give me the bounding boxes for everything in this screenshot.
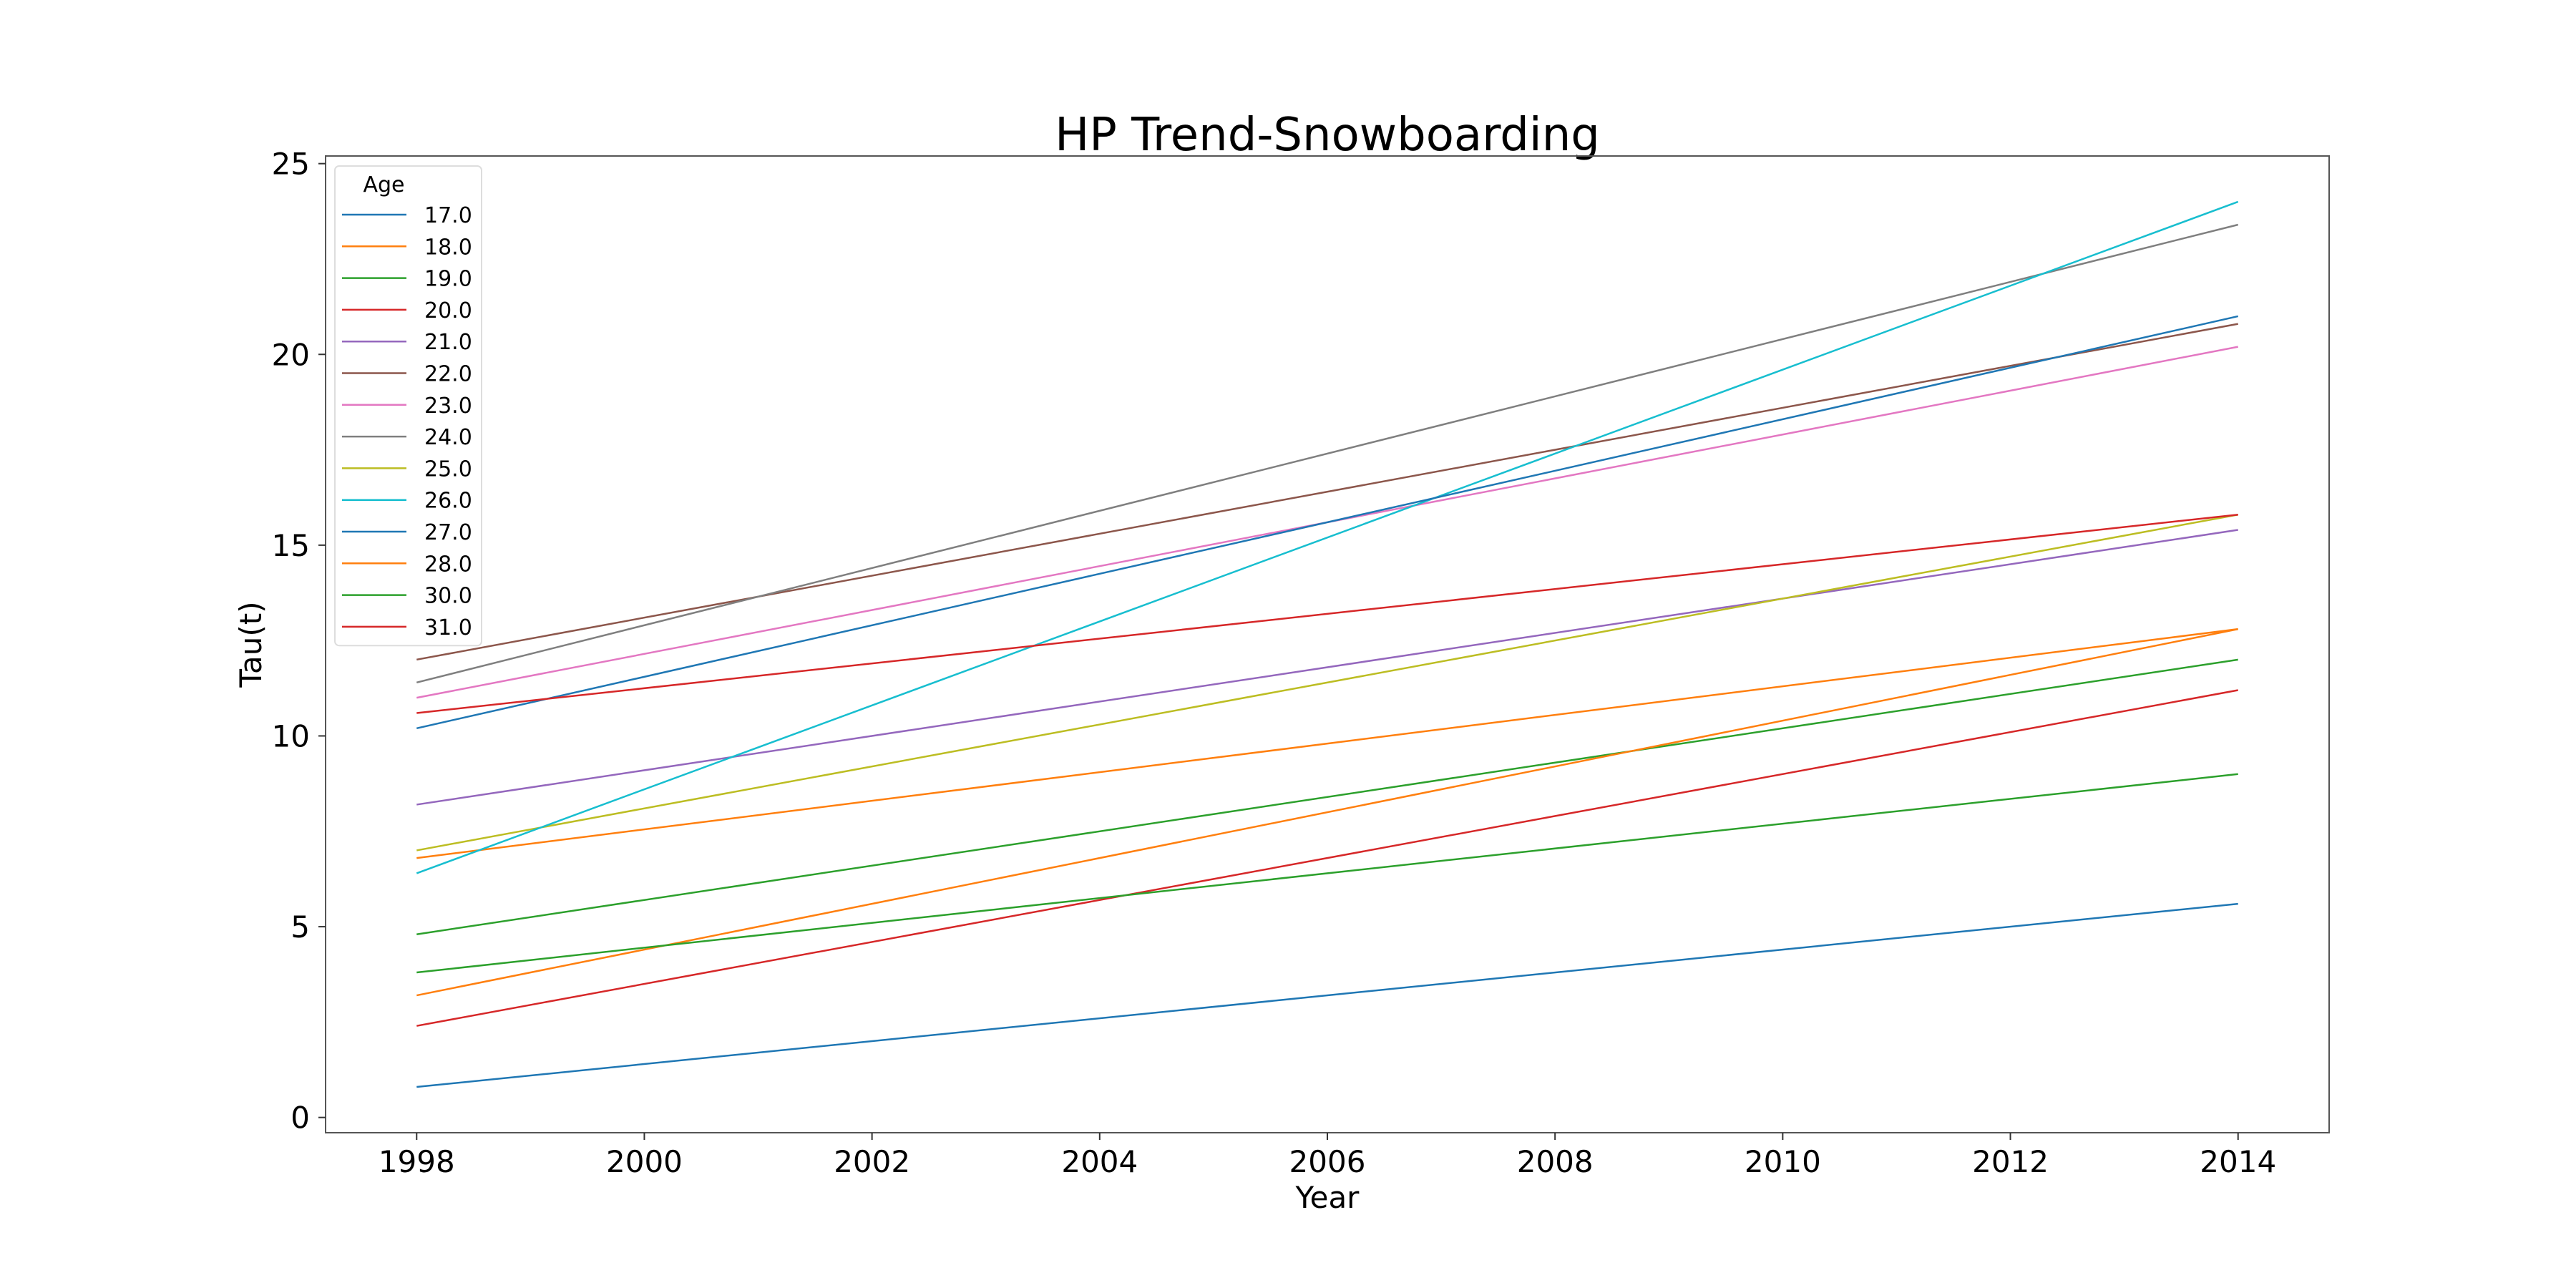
x-axis: 1998 2000 2002 2004 2006 2008 2010 2012 2014 — [379, 1133, 2276, 1179]
y-axis: 0 5 10 15 20 25 — [272, 147, 326, 1136]
y-tick-label: 15 — [272, 528, 310, 563]
series-line-19.0 — [416, 658, 2238, 935]
legend: Age 17.0 18.0 19.0 20.0 21.0 22.0 23.0 24.0 25.0 2… — [334, 165, 482, 647]
y-tick-label: 0 — [291, 1101, 310, 1136]
legend-label: 25.0 — [424, 457, 472, 482]
series-line-26.0 — [416, 200, 2239, 874]
legend-title: Age — [363, 172, 404, 197]
legend-label: 21.0 — [424, 330, 472, 355]
legend-label: 20.0 — [424, 298, 472, 323]
plot-frame — [325, 155, 2330, 1133]
legend-label: 23.0 — [424, 394, 472, 419]
legend-label: 18.0 — [424, 235, 472, 260]
x-tick-label: 2004 — [1061, 1144, 1138, 1179]
y-tick-label: 10 — [272, 718, 310, 753]
legend-label: 30.0 — [424, 584, 472, 609]
legend-label: 26.0 — [424, 489, 472, 514]
x-tick-label: 2008 — [1517, 1144, 1594, 1179]
series-line-31.0 — [416, 513, 2238, 714]
legend-label: 31.0 — [424, 615, 472, 640]
legend-label: 24.0 — [424, 425, 472, 450]
x-tick-label: 2012 — [1972, 1144, 2049, 1179]
y-tick-label: 20 — [272, 337, 310, 372]
y-axis-label: Tau(t) — [233, 601, 268, 688]
series-line-17.0 — [416, 902, 2238, 1088]
series-line-28.0 — [416, 628, 2238, 997]
series-line-24.0 — [416, 223, 2239, 684]
series-lines — [416, 200, 2239, 1088]
x-tick-label: 2002 — [834, 1144, 910, 1179]
y-tick-label: 25 — [272, 147, 310, 182]
x-tick-label: 1998 — [379, 1144, 455, 1179]
legend-label: 27.0 — [424, 520, 472, 545]
series-line-21.0 — [416, 529, 2238, 806]
legend-box — [334, 165, 482, 647]
y-tick-label: 5 — [291, 909, 310, 945]
x-tick-label: 2000 — [606, 1144, 683, 1179]
chart-title: HP Trend-Snowboarding — [1055, 109, 1600, 162]
legend-label: 28.0 — [424, 552, 472, 577]
x-tick-label: 2006 — [1289, 1144, 1366, 1179]
series-line-30.0 — [416, 773, 2238, 974]
series-line-20.0 — [416, 689, 2238, 1027]
legend-label: 19.0 — [424, 267, 472, 292]
legend-label: 22.0 — [424, 362, 472, 387]
legend-label: 17.0 — [424, 203, 472, 228]
series-line-27.0 — [416, 315, 2239, 730]
x-axis-label: Year — [1295, 1180, 1360, 1215]
series-line-22.0 — [416, 323, 2238, 661]
x-tick-label: 2010 — [1745, 1144, 1821, 1179]
series-line-25.0 — [416, 513, 2238, 852]
x-tick-label: 2014 — [2200, 1144, 2276, 1179]
series-line-18.0 — [416, 628, 2238, 859]
